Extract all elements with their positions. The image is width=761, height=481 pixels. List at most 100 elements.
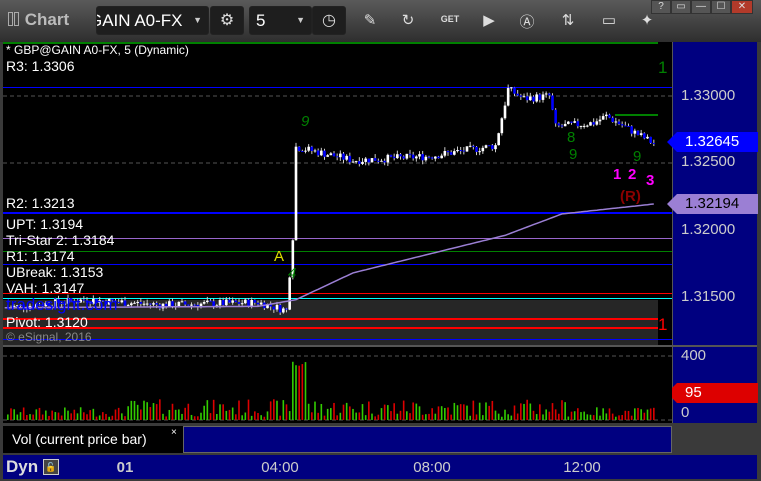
vah-label: VAH: 1.3147 [6,280,85,296]
candles-layer [3,84,672,315]
candle [95,298,98,304]
volume-chart[interactable] [3,347,672,423]
candle [218,300,222,306]
candle [348,155,352,163]
pencil-icon[interactable]: ✎ [363,12,377,29]
candle [278,304,282,313]
candle [16,305,19,307]
time-axis[interactable]: Dyn 🔓 01 04:00 08:00 12:00 [3,455,757,479]
copyright: © eSignal, 2016 [6,330,92,344]
watermark: tradesight.com [6,295,118,314]
volume-bar [374,416,376,420]
time-label: 12:00 [563,459,601,476]
candle [541,94,545,100]
candle [510,87,513,89]
volume-bar [143,400,145,420]
volume-bar [127,406,129,420]
last-volume-tag: 95 [667,383,758,403]
candle [430,157,434,159]
volume-bar [364,415,367,420]
price-axis[interactable]: 1.33000 1.32500 1.32000 1.31500 1.32645 … [667,42,758,423]
price-chart[interactable]: * GBP@GAIN A0-FX, 5 (Dynamic) R3: 1.3306… [3,42,672,345]
play-icon[interactable]: ▶ [483,12,495,29]
volume-bar [475,414,478,420]
comment-icon[interactable]: ▭ [601,12,617,29]
volume-bar [551,403,554,420]
candle [76,302,79,304]
twitter-icon[interactable]: ✦ [640,12,654,29]
candle [434,156,437,159]
symbol-selector[interactable]: GAIN A0-FX ▼ [96,6,209,35]
candle [548,93,551,96]
candle [399,154,402,157]
restore-menu-button[interactable]: ▭ [671,0,691,14]
grip-icon[interactable] [8,12,13,26]
link-icon[interactable]: ⇅ [561,12,575,29]
ma-value-tag: 1.32194 [667,194,758,214]
volume-bar [634,408,636,420]
volume-bar [54,412,57,420]
candle [513,87,516,94]
dyn-mode[interactable]: Dyn [6,457,39,476]
candle [180,301,184,303]
pane-divider[interactable] [3,345,757,347]
volume-bar [412,402,414,420]
candle [155,303,158,305]
candle [54,299,57,307]
volume-bar [323,415,326,420]
close-button[interactable]: ✕ [731,0,753,14]
candle [82,299,86,301]
minimize-button[interactable]: — [691,0,711,14]
r2-line [3,212,672,214]
candle [361,161,364,164]
volume-bar [228,409,231,420]
volume-bar [453,402,456,420]
volume-bar [570,411,573,420]
maximize-button[interactable]: ☐ [711,0,731,14]
candle [358,161,361,164]
candle [117,301,120,303]
r2-label: R2: 1.3213 [6,195,75,211]
volume-bar [67,410,69,420]
help-button[interactable]: ? [651,0,671,14]
volume-bar [535,414,538,420]
volume-bar [520,403,522,420]
volume-bar [640,409,642,420]
candle [551,95,554,110]
settings-gear-button[interactable]: ⚙ [210,6,244,35]
alert-icon[interactable]: Ⓐ [519,14,535,31]
chart-refresh-icon[interactable]: ↻ [401,12,415,29]
volume-bar [276,400,278,420]
candle [595,121,599,125]
volume-bar [83,412,85,420]
candle [199,303,203,308]
candle [92,298,95,304]
candle [402,156,405,159]
candle [538,94,542,100]
candle [494,145,497,150]
time-button[interactable]: ◷ [312,6,346,35]
gear-icon: ⚙ [219,12,235,29]
candle [351,161,355,163]
volume-bar [554,409,557,420]
volume-bar [526,399,528,420]
last-price-tag: 1.32645 [667,132,758,152]
volume-bar [358,412,361,420]
close-study-icon[interactable]: × [171,427,177,438]
interval-selector[interactable]: 5 ▼ [249,6,312,35]
symbol-value: GAIN A0-FX [96,11,183,30]
candle [307,146,310,151]
r1-label: R1: 1.3174 [6,248,75,264]
candle [544,93,548,95]
candle [586,125,589,127]
seq-9-label: 9 [301,113,310,130]
candle [104,300,108,305]
grip-icon[interactable] [14,12,19,26]
app-title-text: Chart [24,10,70,29]
window-controls: ? ▭ — ☐ ✕ [651,0,753,14]
lock-icon[interactable]: 🔓 [43,459,59,475]
volume-bar [472,400,475,420]
candle [652,142,656,144]
get-icon[interactable]: GET [440,14,460,24]
volume-bars-layer [3,355,672,421]
